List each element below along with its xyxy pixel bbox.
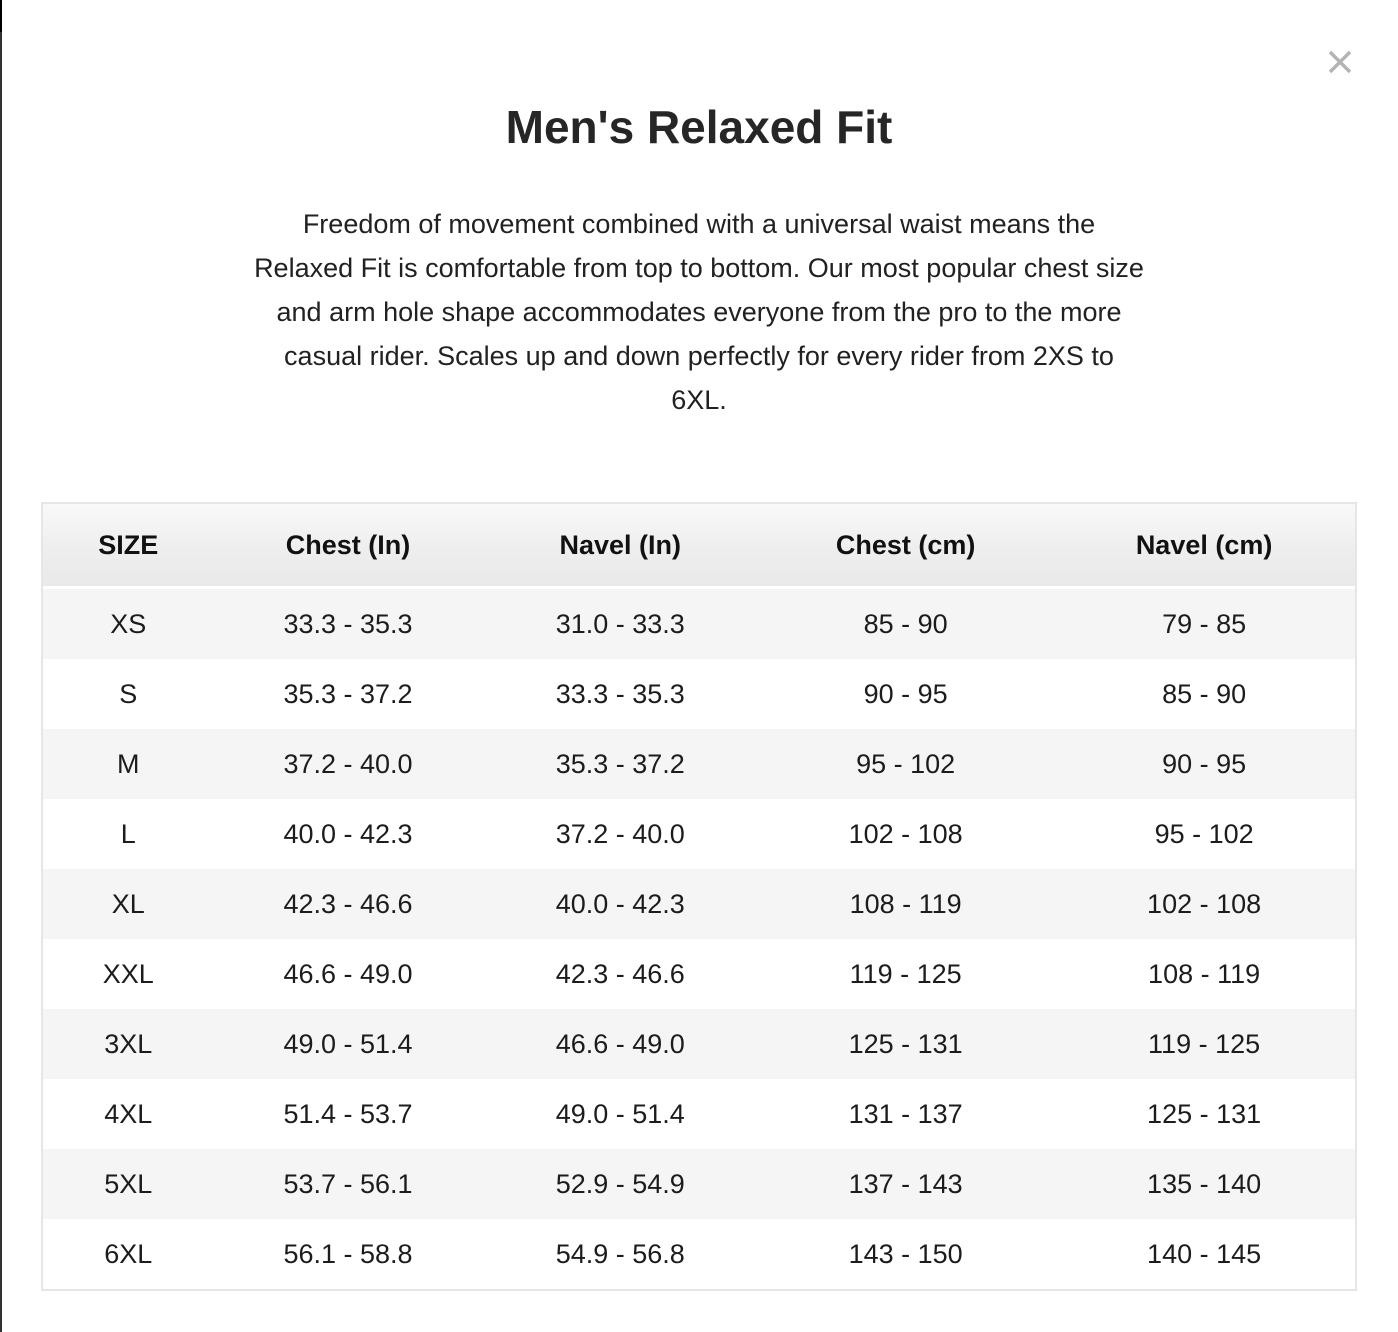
navel-cm-cell: 79 - 85	[1053, 589, 1355, 659]
chest-in-cell: 35.3 - 37.2	[283, 678, 413, 709]
chest-cm-cell: 143 - 150	[848, 1238, 963, 1269]
chest-cm-cell: 125 - 131	[758, 1009, 1054, 1079]
size-cell: 6XL	[104, 1238, 153, 1269]
size-cell: XXL	[102, 958, 154, 989]
close-icon	[1324, 46, 1356, 78]
chest-cm-cell: 102 - 108	[848, 818, 963, 849]
table-row: M 37.2 - 40.0 35.3 - 37.2 95 - 102 90 - …	[43, 729, 1355, 799]
navel-in-cell: 33.3 - 35.3	[555, 678, 685, 709]
column-header-chest-in: Chest (In)	[213, 504, 483, 589]
chest-in-cell: 37.2 - 40.0	[213, 729, 483, 799]
size-cell: XS	[43, 589, 214, 659]
column-header-navel-in: Navel (In)	[482, 504, 759, 589]
table-row: 5XL 53.7 - 56.1 52.9 - 54.9 137 - 143 13…	[43, 1149, 1355, 1219]
chest-cm-cell: 119 - 125	[849, 958, 962, 989]
window-left-edge	[0, 0, 2, 1332]
column-header-navel-cm: Navel (cm)	[1053, 504, 1355, 589]
table-row: L 40.0 - 42.3 37.2 - 40.0 102 - 108 95 -…	[43, 799, 1355, 869]
navel-cm-cell: 119 - 125	[1053, 1009, 1355, 1079]
navel-in-cell: 54.9 - 56.8	[555, 1238, 685, 1269]
navel-cm-cell: 90 - 95	[1053, 729, 1355, 799]
size-cell: 4XL	[104, 1098, 153, 1129]
navel-in-cell: 46.6 - 49.0	[482, 1009, 759, 1079]
navel-in-cell: 35.3 - 37.2	[482, 729, 759, 799]
chest-in-cell: 46.6 - 49.0	[283, 958, 413, 989]
size-cell: S	[119, 678, 138, 709]
table-row: 6XL 56.1 - 58.8 54.9 - 56.8 143 - 150 14…	[43, 1219, 1355, 1289]
size-cell: XL	[43, 869, 214, 939]
table-row: XS 33.3 - 35.3 31.0 - 33.3 85 - 90 79 - …	[43, 589, 1355, 659]
navel-in-cell: 42.3 - 46.6	[555, 958, 685, 989]
size-cell: M	[43, 729, 214, 799]
size-cell: 5XL	[43, 1149, 214, 1219]
chest-in-cell: 33.3 - 35.3	[213, 589, 483, 659]
chest-cm-cell: 108 - 119	[758, 869, 1054, 939]
chest-in-cell: 56.1 - 58.8	[283, 1238, 413, 1269]
table-header-row: SIZE Chest (In) Navel (In) Chest (cm) Na…	[43, 504, 1355, 589]
chest-cm-cell: 137 - 143	[758, 1149, 1054, 1219]
chest-in-cell: 49.0 - 51.4	[213, 1009, 483, 1079]
chest-cm-cell: 90 - 95	[863, 678, 948, 709]
size-chart-table: SIZE Chest (In) Navel (In) Chest (cm) Na…	[41, 502, 1357, 1291]
table-row: 3XL 49.0 - 51.4 46.6 - 49.0 125 - 131 11…	[43, 1009, 1355, 1079]
navel-cm-cell: 108 - 119	[1148, 958, 1261, 989]
table-row: XXL 46.6 - 49.0 42.3 - 46.6 119 - 125 10…	[43, 939, 1355, 1009]
navel-in-cell: 37.2 - 40.0	[555, 818, 685, 849]
navel-in-cell: 40.0 - 42.3	[482, 869, 759, 939]
navel-cm-cell: 140 - 145	[1147, 1238, 1262, 1269]
navel-cm-cell: 125 - 131	[1147, 1098, 1262, 1129]
chest-cm-cell: 85 - 90	[758, 589, 1054, 659]
column-header-chest-cm: Chest (cm)	[758, 504, 1054, 589]
navel-cm-cell: 95 - 102	[1154, 818, 1254, 849]
table-row: 4XL 51.4 - 53.7 49.0 - 51.4 131 - 137 12…	[43, 1079, 1355, 1149]
chest-in-cell: 53.7 - 56.1	[213, 1149, 483, 1219]
navel-cm-cell: 85 - 90	[1162, 678, 1247, 709]
chest-cm-cell: 131 - 137	[848, 1098, 963, 1129]
chest-in-cell: 40.0 - 42.3	[283, 818, 413, 849]
close-button[interactable]	[1323, 45, 1357, 79]
navel-cm-cell: 135 - 140	[1053, 1149, 1355, 1219]
chest-in-cell: 51.4 - 53.7	[283, 1098, 413, 1129]
fit-description: Freedom of movement combined with a univ…	[254, 209, 1144, 415]
navel-cm-cell: 102 - 108	[1053, 869, 1355, 939]
table-row: S 35.3 - 37.2 33.3 - 35.3 90 - 95 85 - 9…	[43, 659, 1355, 729]
navel-in-cell: 31.0 - 33.3	[482, 589, 759, 659]
size-cell: 3XL	[43, 1009, 214, 1079]
chest-in-cell: 42.3 - 46.6	[213, 869, 483, 939]
table-row: XL 42.3 - 46.6 40.0 - 42.3 108 - 119 102…	[43, 869, 1355, 939]
navel-in-cell: 52.9 - 54.9	[482, 1149, 759, 1219]
column-header-size: SIZE	[43, 504, 214, 589]
navel-in-cell: 49.0 - 51.4	[555, 1098, 685, 1129]
page-title: Men's Relaxed Fit	[505, 101, 893, 153]
size-cell: L	[120, 818, 136, 849]
chest-cm-cell: 95 - 102	[758, 729, 1054, 799]
